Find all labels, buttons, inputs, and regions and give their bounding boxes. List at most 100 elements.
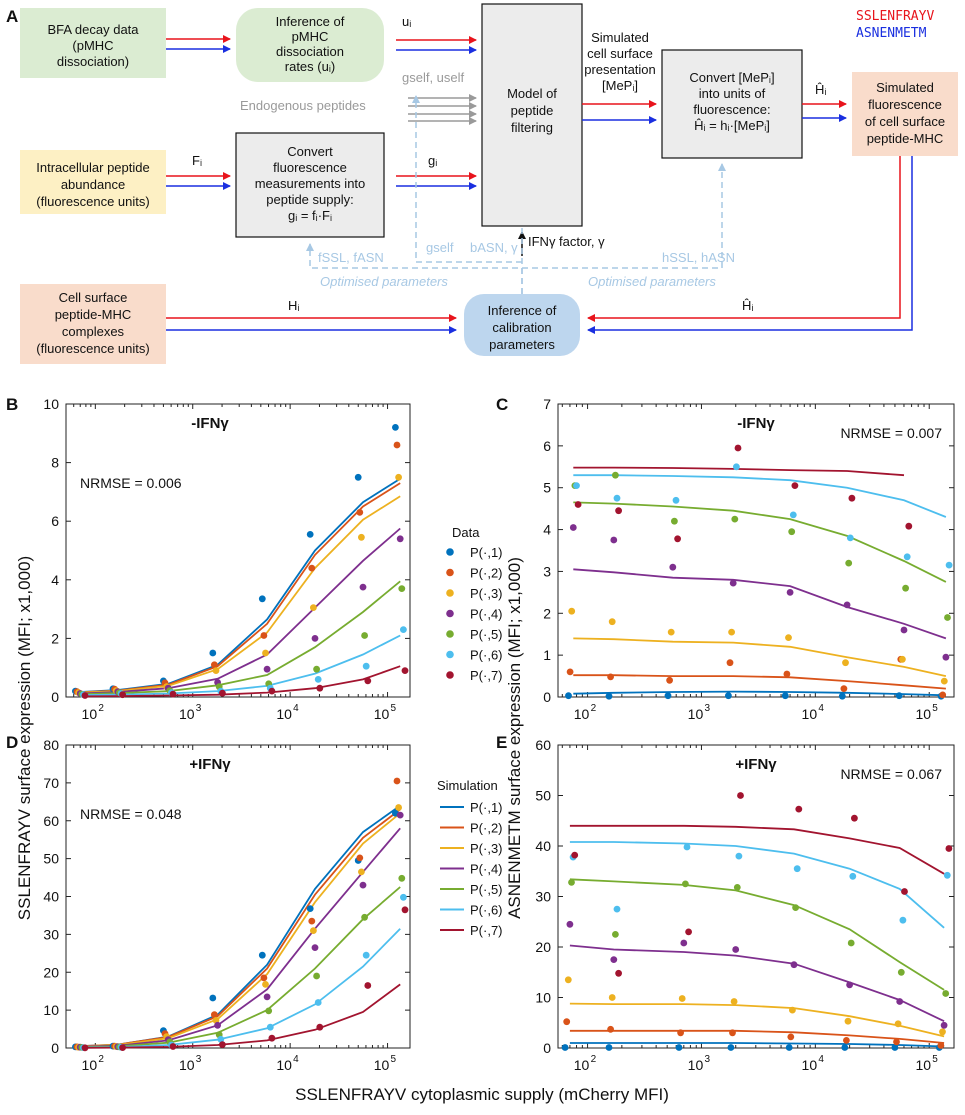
sim-line-2 [80,482,401,694]
y-tick-label: 1 [543,647,551,663]
box-text-simulated: Simulated [876,80,934,95]
box-text-convert-supply: Convert [287,144,333,159]
data-point-4 [846,981,853,989]
data-point-2 [726,659,734,667]
legend-data-marker [446,609,454,618]
box-text-bfa: dissociation) [57,54,129,69]
data-point-3 [939,1028,946,1036]
box-text-simulated: peptide-MHC [867,131,944,146]
chart-title: +IFNγ [735,756,777,773]
x-tick-label: 10 [915,1057,931,1073]
legend-sim-label: P(·,5) [470,882,503,897]
legend-sslenfrayv: SSLENFRAYV [856,9,934,24]
box-text-convert-supply: peptide supply: [266,192,353,207]
ylabel-right: ASNENMETM surface expression (MFI; x1,00… [505,557,524,919]
label-optimised-right: Optimised parameters [588,274,716,289]
data-point-4 [940,1021,948,1029]
sim-line-1 [80,477,401,693]
data-point-2 [939,691,947,699]
data-point-5 [361,913,368,921]
legend-data-label: P(·,7) [470,668,503,683]
panel-letter-e: E [496,733,507,752]
box-text-intracellular: abundance [61,177,125,192]
data-point-2 [393,777,401,785]
data-point-2 [308,917,316,925]
x-tick-exponent: 2 [591,1054,597,1065]
sim-line-7 [80,983,401,1049]
label-endogenous: Endogenous peptides [240,98,366,113]
label-H-i: Hᵢ [288,298,299,313]
axes-frame [557,403,955,698]
sim-line-6 [80,928,401,1049]
sim-line-4 [80,827,401,1048]
data-point-3 [844,1017,852,1025]
data-point-7 [81,692,89,699]
data-point-1 [785,1044,793,1051]
data-point-7 [364,677,372,685]
data-point-7 [791,482,799,489]
x-tick-exponent: 2 [98,703,104,714]
label-gself: gself [426,240,454,255]
x-tick-exponent: 4 [293,703,299,714]
box-text-convert-mep: fluorescence: [693,102,770,117]
sim-line-7 [569,824,945,875]
data-point-5 [902,584,909,592]
y-tick-label: 80 [43,737,59,753]
data-point-6 [943,871,951,879]
data-point-2 [666,676,673,684]
axes-frame [65,744,411,1049]
legend-data: Data P(·,1) P(·,2) P(·,3) P(·,4) P(·,5) P(·,6… [446,525,503,683]
data-point-7 [734,444,742,452]
data-point-4 [566,920,574,928]
data-point-6 [613,494,621,502]
x-tick-label: 10 [802,706,818,722]
data-point-2 [787,1033,795,1041]
box-text-convert-supply: gᵢ = fᵢ·Fᵢ [288,208,332,223]
sim-line-3 [569,1002,945,1038]
y-tick-label: 40 [43,889,59,905]
y-tick-label: 20 [535,939,551,955]
legend-data-title: Data [452,525,480,540]
data-point-1 [675,1044,683,1051]
data-point-1 [781,692,789,700]
data-point-5 [845,559,853,567]
sim-line-7 [80,665,401,698]
axes-frame [65,403,411,698]
x-tick-label: 10 [276,706,292,722]
data-point-7 [848,494,856,502]
legend-sim-label: P(·,6) [470,903,503,918]
x-tick-exponent: 3 [196,1054,202,1065]
box-text-convert-mep: into units of [699,86,766,101]
data-point-1 [354,473,362,481]
y-tick-label: 0 [543,689,551,705]
box-text-cell-surface: Cell surface [59,290,128,305]
data-point-2 [783,670,791,678]
panel-letter-b: B [6,395,18,414]
box-text-calibration: parameters [489,337,555,352]
box-text-simulated: of cell surface [865,114,945,129]
data-point-1 [306,905,314,912]
data-point-7 [219,1041,226,1048]
arrow-hhat-back-red [587,156,901,322]
data-point-6 [314,676,322,683]
box-text-intracellular: Intracellular peptide [36,160,149,175]
sim-line-5 [569,878,945,991]
data-point-4 [263,665,271,673]
x-tick-label: 10 [82,1057,98,1073]
box-text-cell-surface: (fluorescence units) [36,341,149,356]
x-tick-exponent: 2 [591,703,597,714]
chart-title: -IFNγ [191,415,229,432]
data-point-3 [667,628,675,636]
data-point-4 [396,535,404,543]
data-point-5 [612,471,619,479]
sim-line-5 [80,886,401,1048]
data-point-7 [401,667,409,674]
data-point-2 [937,1042,945,1049]
legend-data-label: P(·,5) [470,627,503,642]
sim-line-4 [573,568,947,640]
legend-data-marker [446,630,454,638]
legend-data-marker [446,671,454,679]
legend-data-marker [446,548,454,556]
data-point-4 [790,961,798,969]
data-point-4 [843,601,851,609]
